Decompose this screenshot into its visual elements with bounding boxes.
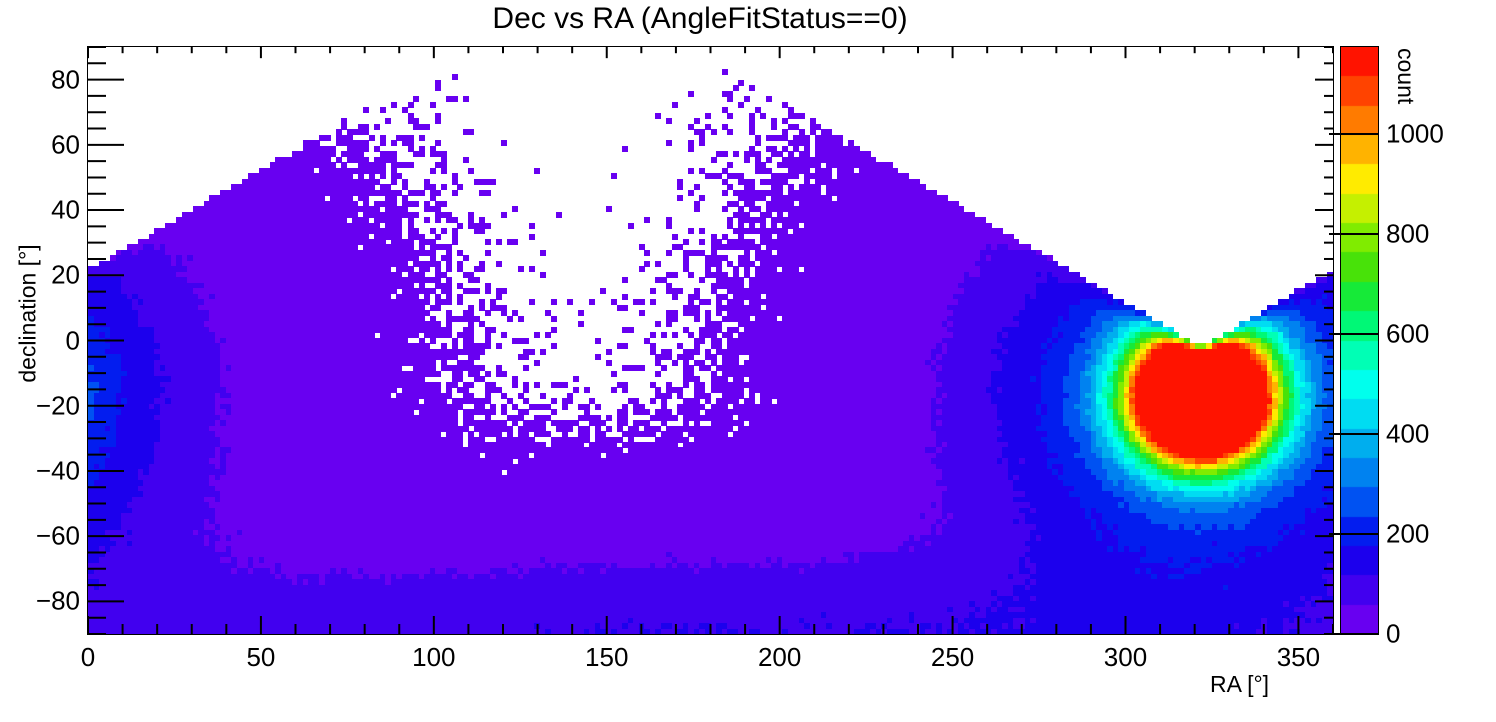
x-tick-label: 50: [246, 642, 276, 672]
z-tick-label: 0: [1386, 618, 1401, 649]
z-tick-label: 400: [1386, 418, 1430, 449]
z-tick-label: 1000: [1386, 118, 1444, 149]
y-tick-label: 0: [65, 325, 80, 355]
y-tick-label: −20: [35, 390, 80, 421]
y-axis-title: declination [°]: [14, 244, 41, 383]
x-tick-label: 0: [80, 642, 96, 672]
x-tick-label: 350: [1276, 642, 1321, 672]
z-tick-label: 800: [1386, 218, 1430, 249]
x-tick-label: 150: [585, 642, 629, 672]
color-scale-bar: [1341, 47, 1378, 634]
y-tick-label: −60: [35, 520, 80, 551]
y-tick-label: 80: [51, 64, 80, 95]
x-tick-label: 250: [930, 642, 975, 672]
x-axis-title: RA [°]: [1210, 671, 1270, 697]
page-title: Dec vs RA (AngleFitStatus==0): [492, 2, 908, 35]
x-tick-label: 200: [757, 642, 802, 672]
y-tick-label: 60: [51, 129, 80, 160]
z-axis-title: count: [1393, 48, 1419, 105]
histogram-heatmap: [88, 47, 1333, 634]
z-tick-label: 200: [1386, 518, 1430, 549]
y-tick-label: −80: [35, 585, 80, 616]
y-tick-label: 40: [51, 194, 80, 225]
x-tick-label: 100: [412, 642, 456, 672]
z-tick-label: 600: [1386, 318, 1430, 349]
y-tick-label: 20: [51, 259, 80, 290]
y-tick-label: −40: [35, 455, 80, 486]
x-tick-label: 300: [1103, 642, 1148, 672]
